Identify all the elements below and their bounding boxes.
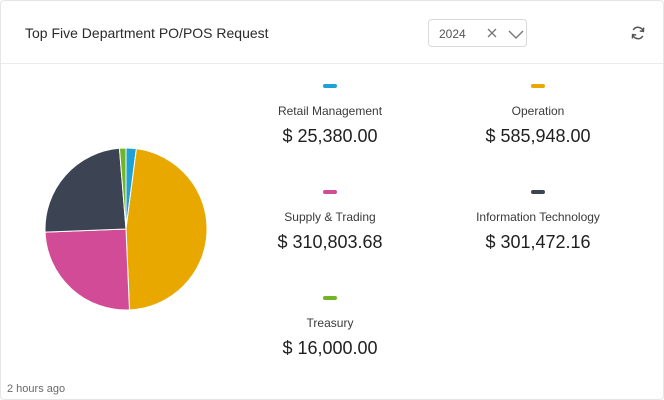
- legend-label: Supply & Trading: [284, 210, 376, 224]
- legend-value: $ 16,000.00: [282, 338, 378, 358]
- pie-slice-information-technology[interactable]: [44, 147, 127, 233]
- legend-label: Information Technology: [476, 210, 600, 224]
- legend-item-operation: Operation $ 585,948.00: [438, 84, 638, 147]
- legend-swatch: [323, 296, 337, 300]
- legend-value: $ 25,380.00: [282, 126, 378, 146]
- pie-slice-treasury[interactable]: [118, 147, 127, 230]
- legend-value: $ 310,803.68: [277, 232, 383, 252]
- year-select[interactable]: 2024: [428, 19, 527, 47]
- legend-item-information-technology: Information Technology $ 301,472.16: [438, 190, 638, 253]
- last-updated-timestamp: 2 hours ago: [7, 383, 66, 395]
- year-select-value: 2024: [439, 27, 466, 41]
- legend-label: Retail Management: [277, 104, 383, 118]
- legend-item-retail-management: Retail Management $ 25,380.00: [230, 84, 430, 147]
- legend-swatch: [531, 84, 545, 88]
- card-header: Top Five Department PO/POS Request 2024: [1, 1, 663, 64]
- card-title: Top Five Department PO/POS Request: [25, 25, 269, 41]
- legend-label: Operation: [511, 104, 565, 118]
- legend-swatch: [531, 190, 545, 194]
- legend-value: $ 301,472.16: [485, 232, 591, 252]
- chevron-down-icon[interactable]: [508, 27, 524, 41]
- close-icon[interactable]: [485, 26, 499, 40]
- legend-value: $ 585,948.00: [485, 126, 591, 146]
- legend-swatch: [323, 84, 337, 88]
- refresh-icon[interactable]: [630, 25, 646, 41]
- pie-slice-supply-trading[interactable]: [44, 228, 131, 311]
- legend-label: Treasury: [306, 316, 354, 330]
- pie-slice-operation[interactable]: [125, 148, 208, 311]
- legend-item-treasury: Treasury $ 16,000.00: [230, 296, 430, 359]
- legend-swatch: [323, 190, 337, 194]
- pie-chart: [44, 147, 208, 311]
- legend-item-supply-trading: Supply & Trading $ 310,803.68: [230, 190, 430, 253]
